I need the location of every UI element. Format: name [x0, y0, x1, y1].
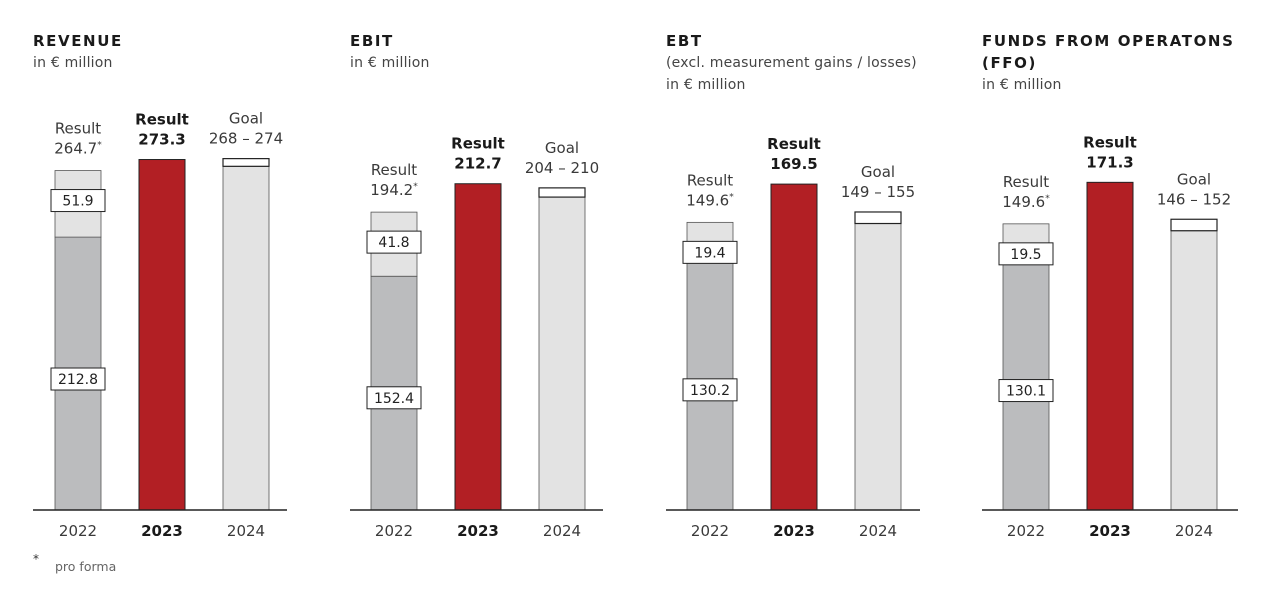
chart-title: EBIT — [350, 32, 394, 50]
bar-label-value: 264.7* — [54, 140, 102, 158]
value-label-box — [682, 378, 738, 402]
bar-goal — [538, 196, 586, 511]
bar-label-value: 146 – 152 — [1157, 190, 1231, 208]
bar-result — [138, 159, 186, 511]
bar-label-kind: Result — [687, 171, 733, 189]
value-label: 130.1 — [1006, 384, 1046, 400]
bar-goal-range — [538, 187, 586, 198]
value-label: 19.5 — [1010, 247, 1041, 263]
chart-title: FUNDS FROM OPERATONS (FFO) — [982, 32, 1235, 72]
chart-title: REVENUE — [33, 32, 123, 50]
bar-label-kind: Goal — [1177, 170, 1211, 188]
bar-label-kind: Result — [55, 120, 101, 138]
bar-goal — [222, 165, 270, 511]
x-tick-label: 2023 — [1089, 522, 1131, 540]
x-tick-label: 2023 — [141, 522, 183, 540]
panel-header-ffo: FUNDS FROM OPERATONS (FFO) in € million — [982, 30, 1276, 96]
bar-goal — [854, 223, 902, 511]
bar-result — [454, 183, 502, 511]
bar-label-value: 194.2* — [370, 181, 418, 199]
x-tick-label: 2022 — [375, 522, 413, 540]
asterisk: * — [1045, 194, 1050, 204]
bar-label-value: 149 – 155 — [841, 183, 915, 201]
bar-result — [1086, 181, 1134, 511]
bar-goal-range — [1170, 218, 1218, 232]
bar-label-kind: Goal — [545, 139, 579, 157]
bar-goal-range — [854, 211, 902, 225]
bar-label-value: 212.7 — [454, 155, 501, 173]
bar-label-value: 149.6* — [1002, 193, 1050, 211]
asterisk: * — [729, 192, 734, 202]
panel-header-ebt: EBT (excl. measurement gains / losses) i… — [666, 30, 917, 96]
bar-label-kind: Result — [1003, 173, 1049, 191]
bar-label-kind: Result — [135, 111, 189, 129]
x-tick-label: 2024 — [859, 522, 897, 540]
x-tick-label: 2023 — [457, 522, 499, 540]
value-label-box — [366, 230, 422, 254]
value-label-box — [50, 189, 106, 213]
footnote-text: pro forma — [55, 559, 117, 574]
chart-subtitle: (excl. measurement gains / losses) — [666, 55, 917, 71]
panel-header-revenue: REVENUE in € million — [33, 30, 123, 74]
chart-subtitle: in € million — [33, 55, 113, 71]
x-tick-label: 2024 — [1175, 522, 1213, 540]
value-label: 152.4 — [374, 391, 414, 407]
bar-label-kind: Result — [371, 161, 417, 179]
bar-goal-range — [222, 158, 270, 167]
x-tick-label: 2024 — [543, 522, 581, 540]
value-label: 19.4 — [694, 245, 725, 261]
x-tick-label: 2022 — [691, 522, 729, 540]
bar-label-value: 273.3 — [138, 131, 185, 149]
x-tick-label: 2022 — [1007, 522, 1045, 540]
panel-header-ebit: EBIT in € million — [350, 30, 430, 74]
value-label-box — [998, 242, 1054, 266]
bar-result — [770, 183, 818, 511]
value-label: 51.9 — [62, 194, 93, 210]
bar-label-kind: Result — [1083, 133, 1137, 151]
bar-label-kind: Goal — [861, 163, 895, 181]
chart-subtitle: in € million — [350, 55, 430, 71]
bar-label-value: 204 – 210 — [525, 159, 599, 177]
asterisk: * — [97, 141, 102, 151]
bar-label-value: 171.3 — [1086, 153, 1133, 171]
value-label-box — [50, 367, 106, 391]
chart-title: EBT — [666, 32, 703, 50]
chart-subtitle: in € million — [666, 77, 746, 93]
x-tick-label: 2022 — [59, 522, 97, 540]
value-label: 130.2 — [690, 383, 730, 399]
footnote-asterisk: * — [33, 552, 39, 566]
bar-label-value: 169.5 — [770, 155, 817, 173]
bar-label-value: 149.6* — [686, 191, 734, 209]
value-label-box — [366, 386, 422, 410]
value-label: 212.8 — [58, 372, 98, 388]
value-label: 41.8 — [378, 235, 409, 251]
bar-label-kind: Result — [767, 135, 821, 153]
bar-goal — [1170, 230, 1218, 511]
value-label-box — [682, 240, 738, 264]
value-label-box — [998, 379, 1054, 403]
bar-label-kind: Result — [451, 135, 505, 153]
bar-label-value: 268 – 274 — [209, 130, 283, 148]
chart-subtitle: in € million — [982, 77, 1062, 93]
asterisk: * — [413, 182, 418, 192]
x-tick-label: 2023 — [773, 522, 815, 540]
x-tick-label: 2024 — [227, 522, 265, 540]
bar-label-kind: Goal — [229, 110, 263, 128]
